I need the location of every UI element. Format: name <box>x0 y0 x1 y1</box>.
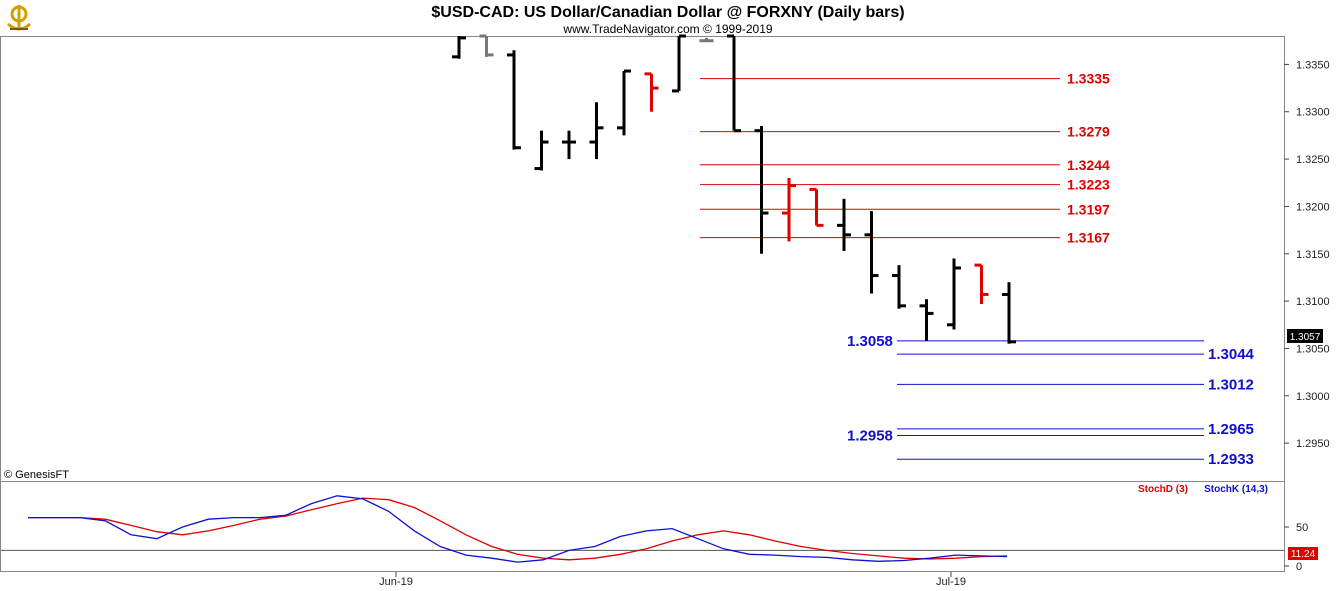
ohlc-bar <box>507 50 521 150</box>
price-axis-ticks: 1.3350 1.3300 1.3250 1.3200 1.3150 1.3100 1.30… <box>1284 59 1330 450</box>
legend-stochd: StochD (3) <box>1138 484 1188 495</box>
y-tick-label: 1.2950 <box>1296 438 1330 450</box>
navigator-logo-icon <box>4 2 34 32</box>
last-price-tag: 1.3057 <box>1287 329 1323 343</box>
ohlc-bar <box>562 130 576 160</box>
x-label-jun: Jun-19 <box>379 576 413 588</box>
ohlc-bar <box>644 72 659 112</box>
ohlc-bar <box>809 187 824 227</box>
ohlc-bar <box>452 36 466 59</box>
support-label: 1.2933 <box>1208 451 1254 468</box>
ohlc-bar <box>1002 282 1016 344</box>
price-panel-frame <box>0 36 1285 482</box>
last-price-label: 1.3057 <box>1290 332 1321 343</box>
resistance-label: 1.3244 <box>1067 157 1110 173</box>
y-tick-label: 1.3050 <box>1296 343 1330 355</box>
stochastic-axis-ticks: 50 0 <box>1284 522 1308 573</box>
resistance-label: 1.3197 <box>1067 201 1110 217</box>
support-label: 1.3012 <box>1208 376 1254 393</box>
ohlc-bar <box>864 211 879 294</box>
ohlc-bar <box>727 34 741 133</box>
stochastic-lines <box>28 495 1008 563</box>
ohlc-bar <box>947 258 961 330</box>
y-tick-label: 1.3200 <box>1296 201 1330 213</box>
y-tick-label: 1.3350 <box>1296 59 1330 71</box>
stochk-line <box>28 495 1008 563</box>
chart-title: $USD-CAD: US Dollar/Canadian Dollar @ FO… <box>431 4 904 21</box>
price-bars <box>452 34 1016 344</box>
resistance-label: 1.3223 <box>1067 177 1110 193</box>
y-tick-label: 1.3250 <box>1296 154 1330 166</box>
copyright-label: © GenesisFT <box>4 469 69 481</box>
ohlc-bar <box>782 178 796 242</box>
ohlc-bar <box>617 69 631 136</box>
ohlc-bar <box>837 198 851 251</box>
stochastic-panel-frame <box>0 481 1285 572</box>
support-label: 1.2958 <box>847 428 893 445</box>
time-axis: Jun-19 Jul-19 <box>379 572 966 588</box>
stoch-last-tag: 11.24 <box>1288 547 1318 560</box>
stoch-tick-label: 0 <box>1296 561 1302 573</box>
resistance-label: 1.3167 <box>1067 230 1110 246</box>
ohlc-bar <box>479 34 494 57</box>
ohlc-bar <box>589 102 604 160</box>
support-label: 1.2965 <box>1208 421 1254 438</box>
ohlc-bar <box>534 130 549 171</box>
stoch-last-label: 11.24 <box>1291 549 1316 560</box>
legend-stochk: StochK (14,3) <box>1204 484 1268 495</box>
support-label: 1.3044 <box>1208 346 1255 363</box>
stochd-line <box>28 497 1008 561</box>
y-tick-label: 1.3150 <box>1296 249 1330 261</box>
ohlc-bar <box>699 37 714 43</box>
x-label-jul: Jul-19 <box>936 576 966 588</box>
stoch-tick-label: 50 <box>1296 522 1308 534</box>
support-label: 1.3058 <box>847 333 893 350</box>
ohlc-bar <box>672 34 686 93</box>
y-tick-label: 1.3000 <box>1296 391 1330 403</box>
resistance-label: 1.3335 <box>1067 71 1110 87</box>
chart-subtitle: www.TradeNavigator.com © 1999-2019 <box>562 22 772 36</box>
y-tick-label: 1.3100 <box>1296 296 1330 308</box>
y-tick-label: 1.3300 <box>1296 107 1330 119</box>
ohlc-bar <box>754 125 769 254</box>
ohlc-bar <box>974 263 989 304</box>
ohlc-bar <box>892 265 906 309</box>
resistance-label: 1.3279 <box>1067 124 1110 140</box>
ohlc-bar <box>919 299 934 341</box>
